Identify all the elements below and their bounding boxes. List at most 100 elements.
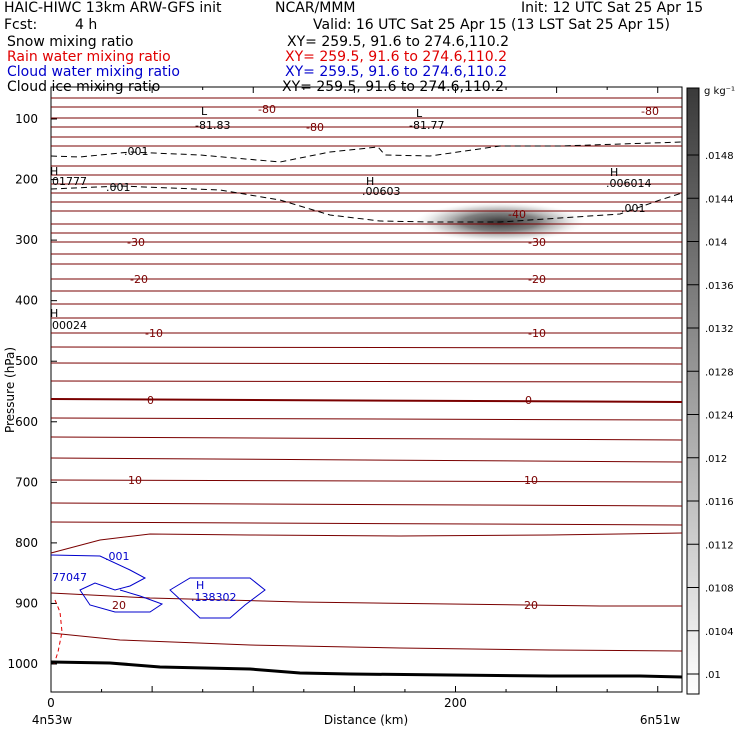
temp-label: -20 xyxy=(528,273,546,286)
header-fcst-value: 4 h xyxy=(75,17,98,33)
field-snow-xy: XY= 259.5, 91.6 to 274.6,110.2 xyxy=(287,34,510,50)
temp-label: -20 xyxy=(130,273,148,286)
isotherm xyxy=(50,592,682,607)
y-tick-label: 300 xyxy=(15,233,38,247)
ice-contour-upper xyxy=(50,141,683,163)
colorbar xyxy=(686,87,700,695)
colorbar-label: .0108 xyxy=(705,584,734,595)
isotherm-lines xyxy=(50,97,683,652)
y-tick-label: 900 xyxy=(15,596,38,610)
x-right-endpoint: 6n51w xyxy=(640,713,681,727)
colorbar-label: .0132 xyxy=(705,324,734,335)
colorbar-label: .0136 xyxy=(705,281,734,292)
x-axis: 0 200 xyxy=(47,87,659,710)
header-valid: Valid: 16 UTC Sat 25 Apr 15 (13 LST Sat … xyxy=(313,17,671,33)
low-marker: L xyxy=(201,105,208,118)
colorbar-label: .0116 xyxy=(705,497,734,508)
y-tick-label: 800 xyxy=(15,536,38,550)
colorbar-label: .01 xyxy=(705,670,721,681)
y-axis: 100 200 300 400 500 600 700 800 900 1000 xyxy=(7,112,57,671)
temp-label: 10 xyxy=(524,474,538,487)
y-tick-label: 500 xyxy=(15,354,38,368)
colorbar-label: .0112 xyxy=(705,540,734,551)
field-rain-name: Rain water mixing ratio xyxy=(7,49,171,65)
y-axis-title: Pressure (hPa) xyxy=(3,347,17,433)
isotherm xyxy=(50,632,683,652)
high-marker: H xyxy=(610,166,618,179)
high-value: .006014 xyxy=(606,177,652,190)
x-tick-label: 0 xyxy=(47,696,55,710)
low-value: -81.83 xyxy=(195,119,230,132)
colorbar-label: .012 xyxy=(705,454,727,465)
isotherm xyxy=(50,362,683,365)
isotherm xyxy=(50,398,683,403)
y-tick-label: 100 xyxy=(15,112,38,126)
colorbar-units: g kg⁻¹ xyxy=(704,86,735,97)
field-cloud-water-xy: XY= 259.5, 91.6 to 274.6,110.2 xyxy=(285,64,508,80)
rain-water-contour xyxy=(53,599,63,665)
temp-label: -10 xyxy=(145,327,163,340)
low-marker: L xyxy=(416,107,423,120)
high-value: .00603 xyxy=(362,185,401,198)
colorbar-label: .0148 xyxy=(705,151,734,162)
x-left-endpoint: 4n53w xyxy=(32,713,73,727)
isotherm xyxy=(50,457,683,463)
field-snow-name: Snow mixing ratio xyxy=(7,34,134,50)
temp-label: 10 xyxy=(128,474,142,487)
high-marker: H xyxy=(50,307,58,320)
high-value: 00024 xyxy=(52,319,87,332)
field-cloud-water-name: Cloud water mixing ratio xyxy=(7,64,180,80)
cloud-water-contour-b xyxy=(169,577,266,619)
isotherm xyxy=(50,502,683,507)
temp-label: -30 xyxy=(528,236,546,249)
temp-label: 20 xyxy=(112,599,126,612)
contour-label: .001 xyxy=(106,181,131,194)
temp-label: 20 xyxy=(524,599,538,612)
y-tick-label: 400 xyxy=(15,294,38,308)
y-tick-label: 600 xyxy=(15,415,38,429)
high-value: .138302 xyxy=(191,591,237,604)
terrain-line xyxy=(50,660,683,679)
low-value: -81.77 xyxy=(409,119,444,132)
temp-label: -10 xyxy=(528,327,546,340)
high-marker: H xyxy=(196,579,204,592)
temp-label: 0 xyxy=(525,394,532,407)
isotherm xyxy=(50,521,683,526)
temp-label: -40 xyxy=(508,208,526,221)
cloud-water-contour-a xyxy=(50,554,164,613)
header-org: NCAR/MMM xyxy=(275,0,356,16)
contour-label: .001 xyxy=(124,145,149,158)
header-fcst-label: Fcst: xyxy=(4,17,38,33)
isotherm xyxy=(50,417,683,421)
isotherm xyxy=(50,436,683,441)
high-marker: H xyxy=(50,165,58,178)
header-source: HAIC-HIWC 13km ARW-GFS init xyxy=(4,0,222,16)
high-value: 77047 xyxy=(52,571,87,584)
isotherm xyxy=(50,380,683,383)
header-init: Init: 12 UTC Sat 25 Apr 15 xyxy=(521,0,704,16)
field-rain-xy: XY= 259.5, 91.6 to 274.6,110.2 xyxy=(285,49,508,65)
temp-label: -30 xyxy=(127,236,145,249)
y-tick-label: 200 xyxy=(15,173,38,187)
colorbar-label: .0128 xyxy=(705,367,734,378)
colorbar-ticks: .0148 .0144 .014 .0136 .0132 .0128 .0124 .012 .0… xyxy=(687,151,734,681)
temp-label: -80 xyxy=(258,103,276,116)
isotherm xyxy=(50,479,683,483)
y-tick-label: 700 xyxy=(15,475,38,489)
colorbar-label: .014 xyxy=(705,238,727,249)
high-marker: H xyxy=(366,175,374,188)
isotherm xyxy=(50,346,683,349)
snow-contour-lower xyxy=(50,185,683,223)
colorbar-label: .0124 xyxy=(705,411,734,422)
isotherm xyxy=(50,532,683,554)
plot-frame xyxy=(50,86,683,693)
x-tick-label: 200 xyxy=(444,696,467,710)
high-value: 01777 xyxy=(52,175,87,188)
y-tick-label: 1000 xyxy=(7,657,38,671)
temp-label: 0 xyxy=(147,394,154,407)
contour-label: .001 xyxy=(621,202,646,215)
contour-label: .001 xyxy=(105,550,130,563)
colorbar-label: .0144 xyxy=(705,194,734,205)
x-axis-title: Distance (km) xyxy=(324,713,408,727)
